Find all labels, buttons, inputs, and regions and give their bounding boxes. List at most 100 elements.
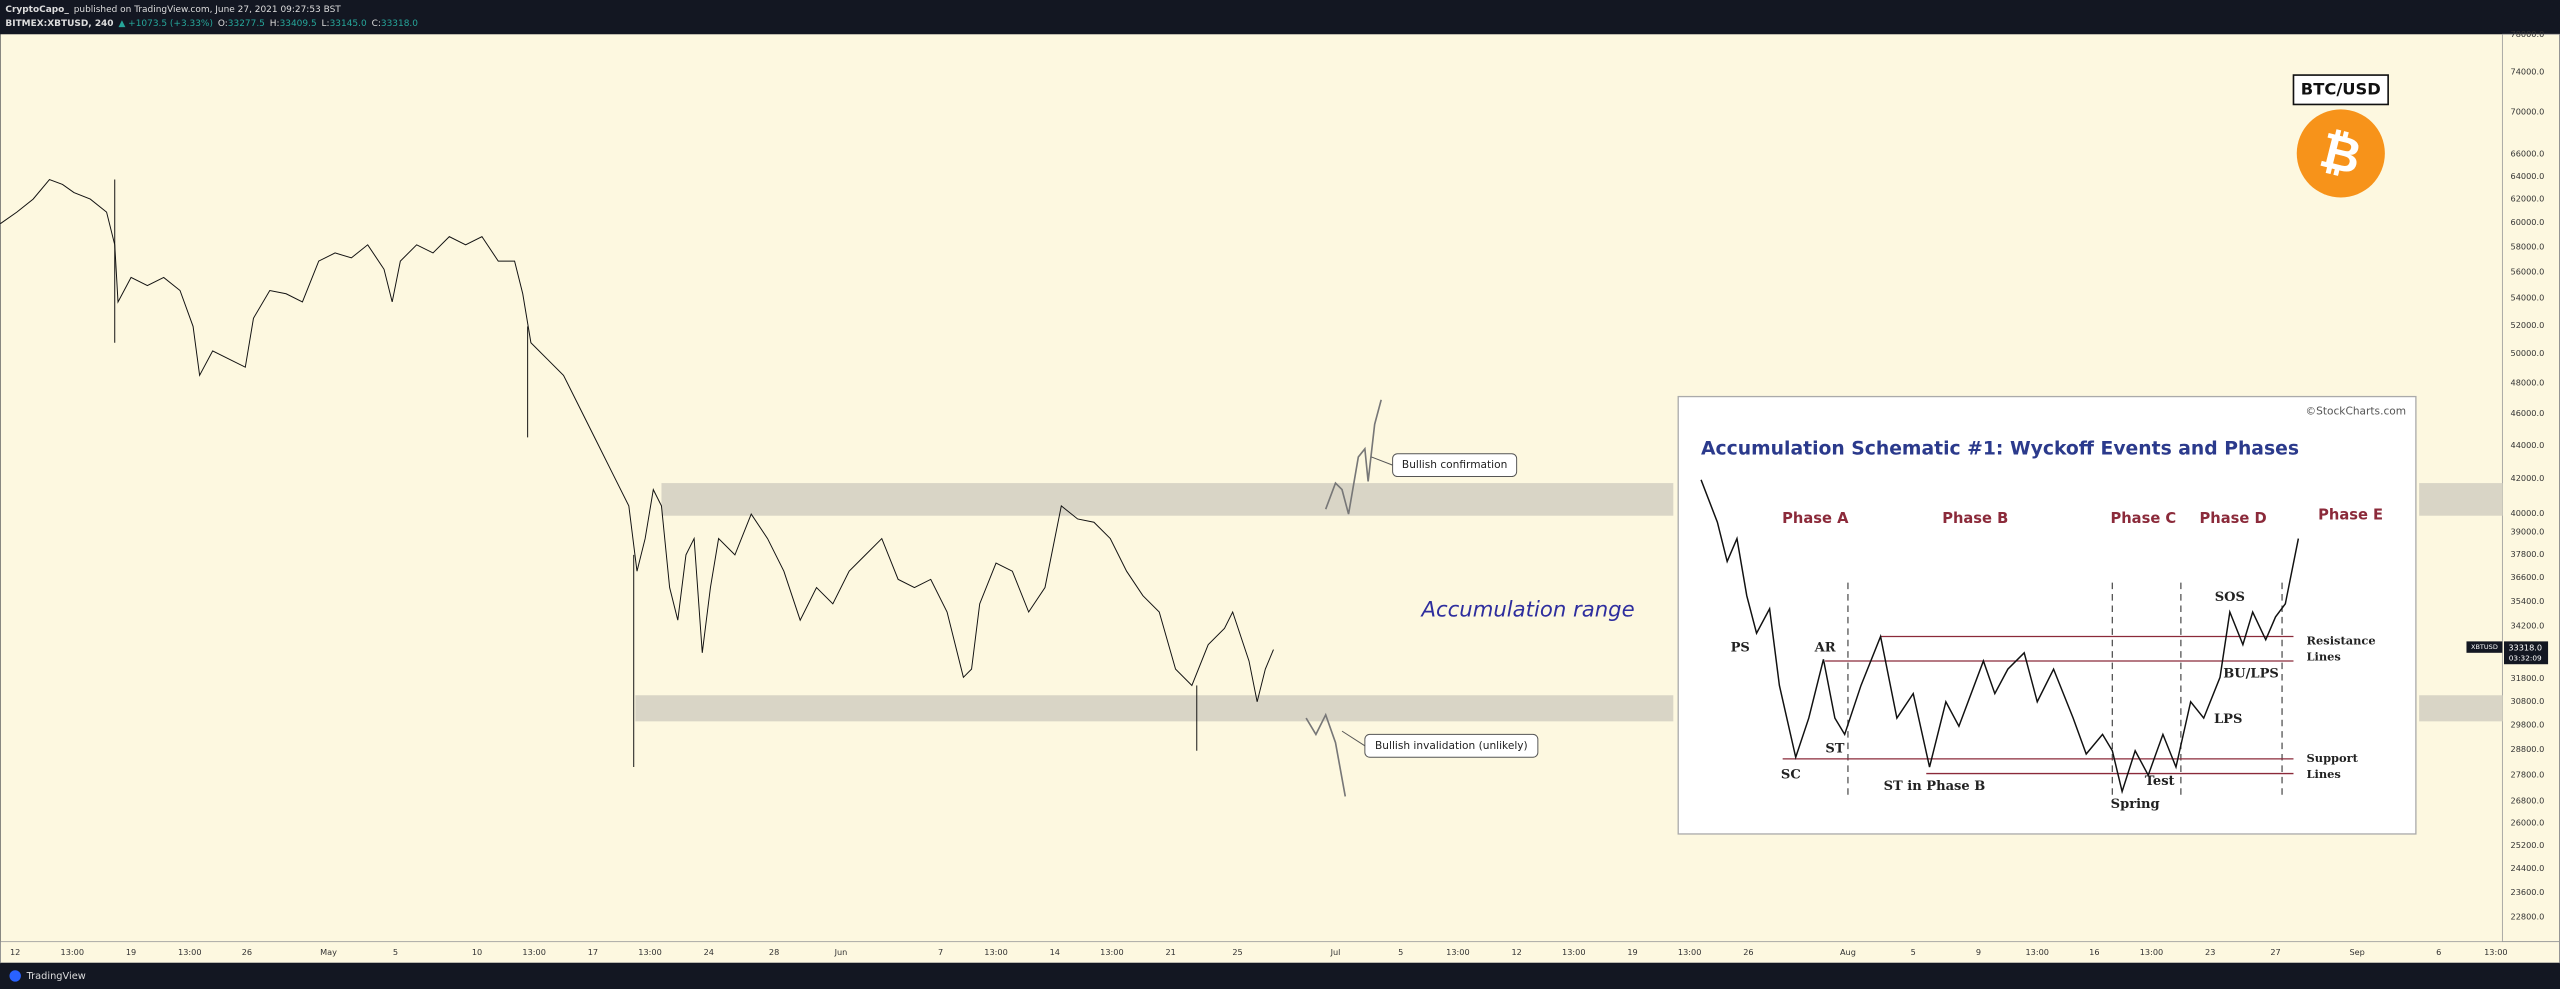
y-tick-label: 56000.0 — [2511, 267, 2545, 277]
x-tick-label: 21 — [1165, 947, 1175, 957]
author-line: CryptoCapo_ published on TradingView.com,… — [5, 4, 341, 14]
phase-label: Phase B — [1942, 510, 2008, 527]
x-tick-label: 5 — [393, 947, 398, 957]
change: ▲ +1073.5 (+3.33%) — [118, 18, 213, 28]
range-lines — [1782, 635, 2294, 775]
x-tick-label: 12 — [10, 947, 20, 957]
ohlc-value: 33409.5 — [280, 18, 317, 28]
y-tick-label: 31800.0 — [2511, 673, 2545, 683]
x-tick-label: 9 — [1976, 947, 1981, 957]
y-tick-label: 25200.0 — [2511, 840, 2545, 850]
y-tick-label: 40000.0 — [2511, 508, 2545, 518]
event-label: Spring — [2111, 797, 2160, 812]
y-tick-label: 50000.0 — [2511, 348, 2545, 358]
y-tick-label: 78000.0 — [2511, 29, 2545, 39]
ohlc-value: 33318.0 — [381, 18, 418, 28]
y-tick-label: 42000.0 — [2511, 473, 2545, 483]
y-tick-label: 36600.0 — [2511, 572, 2545, 582]
x-tick-label: 19 — [1627, 947, 1637, 957]
price-series — [0, 178, 1274, 768]
event-label: SOS — [2215, 590, 2245, 605]
symbol: BITMEX:XBTUSD, 240 — [5, 18, 113, 28]
y-tick-label: 30800.0 — [2511, 696, 2545, 706]
symbol-line: BITMEX:XBTUSD, 240 ▲ +1073.5 (+3.33%) O:33… — [5, 18, 418, 28]
callout-pointer — [1371, 456, 1393, 466]
x-tick-label: Sep — [2349, 947, 2364, 957]
event-label: Test — [2145, 774, 2175, 789]
event-label: ST in Phase B — [1884, 779, 1986, 794]
y-tick-label: 27800.0 — [2511, 769, 2545, 779]
event-label: PS — [1731, 640, 1750, 655]
event-label: SC — [1781, 768, 1801, 783]
x-tick-label: 26 — [242, 947, 252, 957]
x-tick-label: 26 — [1743, 947, 1753, 957]
annotation: Accumulation range — [1419, 597, 1634, 622]
x-tick-label: 14 — [1050, 947, 1060, 957]
inset-title: Accumulation Schematic #1: Wyckoff Event… — [1701, 438, 2299, 459]
y-tick-label: 37800.0 — [2511, 549, 2545, 559]
x-tick-label: 5 — [1911, 947, 1916, 957]
x-tick-label: 25 — [1232, 947, 1242, 957]
x-tick-label: 27 — [2270, 947, 2280, 957]
x-tick-label: 13:00 — [1562, 947, 1586, 957]
brand: TradingView — [26, 971, 86, 982]
y-tick-label: 48000.0 — [2511, 377, 2545, 387]
published: published on TradingView.com, June 27, 2… — [74, 4, 342, 14]
resistance-label: Resistance — [2307, 633, 2376, 647]
x-tick-label: 17 — [588, 947, 598, 957]
event-label: LPS — [2214, 712, 2242, 727]
y-tick-label: 58000.0 — [2511, 241, 2545, 251]
y-tick-label: 74000.0 — [2511, 67, 2545, 77]
callout-pointer — [1341, 730, 1366, 747]
x-tick-label: 13:00 — [2140, 947, 2164, 957]
x-tick-label: 13:00 — [2484, 947, 2508, 957]
pair-label: BTC/USD — [2301, 79, 2381, 98]
x-tick-label: 7 — [938, 947, 943, 957]
credit: ©StockCharts.com — [2306, 405, 2407, 417]
y-tick-label: 62000.0 — [2511, 194, 2545, 204]
event-label: ST — [1825, 742, 1844, 757]
x-tick-label: 10 — [472, 947, 482, 957]
author: CryptoCapo_ — [5, 4, 69, 14]
y-tick-label: 39000.0 — [2511, 526, 2545, 536]
pair-box — [2292, 74, 2389, 106]
x-tick-label: 19 — [126, 947, 136, 957]
y-tick-label: 34200.0 — [2511, 621, 2545, 631]
y-tick-label: 60000.0 — [2511, 217, 2545, 227]
time-axis — [0, 941, 2560, 964]
y-tick-label: 28800.0 — [2511, 744, 2545, 754]
annotation: Bullish confirmation — [1402, 459, 1507, 471]
price-tag-countdown: 03:32:09 — [2509, 654, 2542, 663]
header-bar — [0, 0, 2560, 35]
price-axis — [2501, 33, 2560, 943]
x-tick-label: 13:00 — [1678, 947, 1702, 957]
x-tick-label: 13:00 — [638, 947, 662, 957]
ohlc-label: L: — [322, 18, 330, 28]
ohlc-label: C: — [372, 18, 381, 28]
phase-label: Phase C — [2110, 510, 2176, 527]
y-tick-label: 29800.0 — [2511, 719, 2545, 729]
support-zone — [635, 695, 1674, 722]
y-tick-label: 24400.0 — [2511, 863, 2545, 873]
y-tick-label: 22800.0 — [2511, 912, 2545, 922]
projection-up — [1324, 399, 1382, 515]
price-tag-symbol: XBTUSD — [2471, 643, 2498, 651]
x-tick-label: May — [320, 947, 337, 957]
btc-icon — [2296, 109, 2385, 198]
price-tag-price: 33318.0 — [2508, 642, 2542, 652]
y-tick-label: 26000.0 — [2511, 817, 2545, 827]
x-tick-label: 16 — [2089, 947, 2099, 957]
x-tick-label: 13:00 — [178, 947, 202, 957]
x-tick-label: 13:00 — [2025, 947, 2049, 957]
x-tick-label: 13:00 — [1446, 947, 1470, 957]
x-tick-label: 24 — [704, 947, 714, 957]
event-label: AR — [1814, 640, 1836, 655]
x-tick-label: 5 — [1398, 947, 1403, 957]
y-tick-label: 64000.0 — [2511, 171, 2545, 181]
projection-down — [1305, 712, 1347, 797]
phase-label: Phase D — [2200, 510, 2267, 527]
resistance-zone — [661, 483, 1674, 516]
inset — [1677, 395, 2417, 835]
